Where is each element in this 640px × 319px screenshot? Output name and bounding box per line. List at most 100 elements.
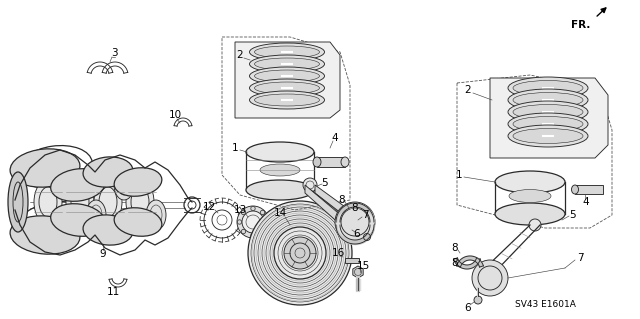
Text: 6: 6 <box>465 303 471 313</box>
Circle shape <box>303 178 317 192</box>
Circle shape <box>264 220 269 224</box>
Ellipse shape <box>513 93 583 108</box>
Circle shape <box>241 210 246 215</box>
Circle shape <box>472 260 508 296</box>
Ellipse shape <box>508 101 588 123</box>
Text: 7: 7 <box>577 253 583 263</box>
Text: 1: 1 <box>232 143 238 153</box>
Text: FR.: FR. <box>571 20 590 30</box>
Circle shape <box>260 229 265 234</box>
Circle shape <box>237 220 242 224</box>
Text: 8: 8 <box>452 258 458 268</box>
Text: 7: 7 <box>362 210 368 220</box>
Circle shape <box>474 296 482 304</box>
Ellipse shape <box>313 157 321 167</box>
Ellipse shape <box>10 216 80 254</box>
Ellipse shape <box>495 171 565 193</box>
Text: 9: 9 <box>100 249 106 259</box>
Text: 5: 5 <box>570 210 576 220</box>
Ellipse shape <box>66 180 94 225</box>
Text: 10: 10 <box>168 110 182 120</box>
Circle shape <box>284 237 316 269</box>
Ellipse shape <box>250 79 324 97</box>
Circle shape <box>251 233 255 238</box>
Text: 16: 16 <box>332 248 344 258</box>
Ellipse shape <box>114 170 134 200</box>
Ellipse shape <box>255 82 319 94</box>
Circle shape <box>529 219 541 231</box>
Text: 6: 6 <box>354 229 360 239</box>
Ellipse shape <box>114 168 162 196</box>
Ellipse shape <box>51 204 106 236</box>
Text: 11: 11 <box>106 287 120 297</box>
Bar <box>317 157 345 167</box>
Ellipse shape <box>34 180 62 225</box>
Text: 15: 15 <box>356 261 370 271</box>
Text: SV43 E1601A: SV43 E1601A <box>515 300 576 309</box>
Ellipse shape <box>246 142 314 162</box>
Text: 2: 2 <box>237 50 243 60</box>
Ellipse shape <box>495 203 565 225</box>
Text: 14: 14 <box>273 208 287 218</box>
Ellipse shape <box>114 208 162 236</box>
Text: 8: 8 <box>352 203 358 213</box>
Text: 5: 5 <box>322 178 328 188</box>
Ellipse shape <box>54 160 74 190</box>
Text: 3: 3 <box>111 48 117 58</box>
Ellipse shape <box>255 58 319 70</box>
Text: 2: 2 <box>465 85 471 95</box>
Ellipse shape <box>255 46 319 58</box>
Ellipse shape <box>126 180 154 225</box>
Polygon shape <box>235 42 340 118</box>
Bar <box>345 258 359 263</box>
Polygon shape <box>456 256 483 267</box>
Ellipse shape <box>508 113 588 135</box>
Polygon shape <box>305 185 343 227</box>
Bar <box>575 185 603 194</box>
Ellipse shape <box>8 172 28 232</box>
Ellipse shape <box>513 105 583 120</box>
Text: 1: 1 <box>456 170 462 180</box>
Ellipse shape <box>341 157 349 167</box>
Polygon shape <box>490 78 608 158</box>
Text: 13: 13 <box>234 205 246 215</box>
Ellipse shape <box>508 125 588 147</box>
Polygon shape <box>315 185 359 227</box>
Ellipse shape <box>51 169 106 201</box>
Text: 4: 4 <box>582 197 589 207</box>
Circle shape <box>335 202 375 242</box>
Ellipse shape <box>513 80 583 95</box>
Ellipse shape <box>250 91 324 109</box>
Ellipse shape <box>250 55 324 73</box>
Circle shape <box>241 229 246 234</box>
Ellipse shape <box>508 89 588 111</box>
Ellipse shape <box>255 70 319 82</box>
Ellipse shape <box>250 67 324 85</box>
Ellipse shape <box>83 215 133 245</box>
Ellipse shape <box>509 189 551 203</box>
Text: 12: 12 <box>202 202 216 212</box>
Text: 8: 8 <box>339 195 346 205</box>
Ellipse shape <box>255 94 319 106</box>
Ellipse shape <box>86 200 106 230</box>
Polygon shape <box>454 258 481 269</box>
Ellipse shape <box>513 116 583 131</box>
Ellipse shape <box>94 180 122 225</box>
Ellipse shape <box>572 185 579 194</box>
Ellipse shape <box>260 164 300 176</box>
Ellipse shape <box>513 129 583 144</box>
Text: 4: 4 <box>332 133 339 143</box>
Circle shape <box>248 201 352 305</box>
Circle shape <box>242 211 264 233</box>
Ellipse shape <box>83 157 133 187</box>
Ellipse shape <box>508 77 588 99</box>
Polygon shape <box>353 266 363 278</box>
Ellipse shape <box>246 180 314 200</box>
Ellipse shape <box>10 149 80 187</box>
Circle shape <box>260 210 265 215</box>
Text: 8: 8 <box>452 243 458 253</box>
Circle shape <box>237 206 269 238</box>
Circle shape <box>251 206 255 211</box>
Ellipse shape <box>146 200 166 230</box>
Ellipse shape <box>250 43 324 61</box>
